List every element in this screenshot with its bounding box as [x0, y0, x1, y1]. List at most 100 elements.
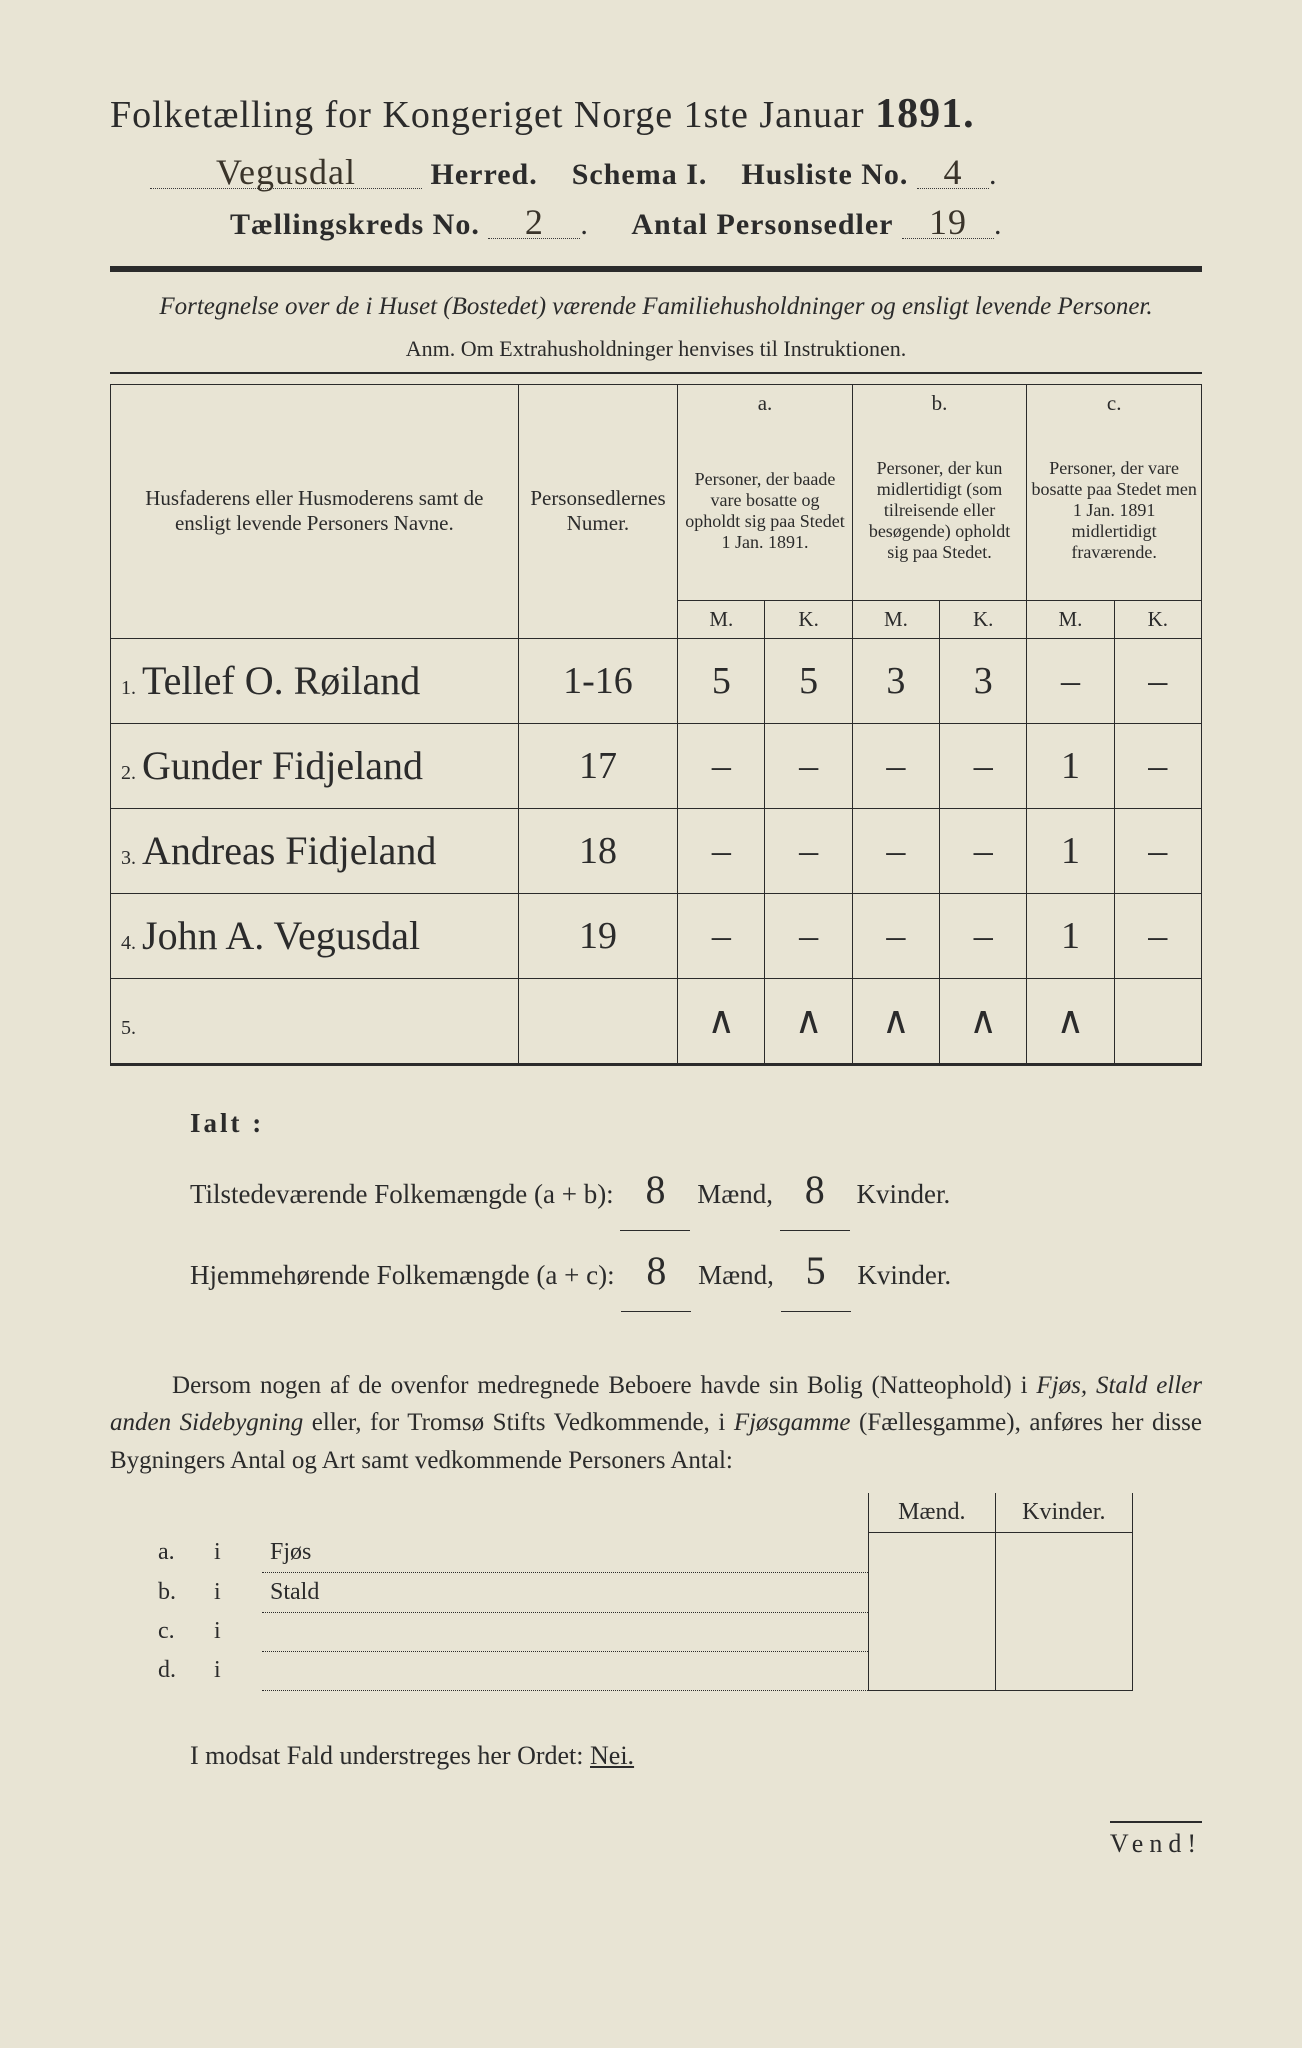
- buildings-table: Mænd. Kvinder. a. i Fjøs b. i Stald c. i…: [150, 1493, 1133, 1691]
- kreds-line: Tællingskreds No. 2. Antal Personsedler …: [230, 206, 1202, 242]
- cell-bm: 3: [852, 638, 939, 723]
- table-row: 5. ∧ ∧ ∧ ∧ ∧: [111, 978, 1202, 1064]
- cell-am: –: [678, 723, 765, 808]
- person-name: Gunder Fidjeland: [142, 743, 423, 788]
- nei-word: Nei.: [590, 1741, 634, 1770]
- cell-ak: –: [765, 893, 852, 978]
- bld-key: d.: [150, 1651, 206, 1690]
- bld-i: i: [206, 1572, 262, 1612]
- col-a-label: a.: [678, 384, 853, 422]
- bld-key: a.: [150, 1533, 206, 1573]
- col-c-text: Personer, der vare bosatte paa Stedet me…: [1027, 422, 1202, 601]
- cell-cm: 1: [1027, 808, 1114, 893]
- rule-thin-1: [110, 372, 1202, 374]
- cell-bk: –: [940, 808, 1027, 893]
- page-title: Folketælling for Kongeriget Norge 1ste J…: [110, 90, 1202, 138]
- cell-ck: –: [1114, 723, 1201, 808]
- bld-row: b. i Stald: [150, 1572, 1132, 1612]
- herred-value: Vegusdal: [150, 156, 422, 189]
- bld-i: i: [206, 1651, 262, 1690]
- herred-line: Vegusdal Herred. Schema I. Husliste No. …: [150, 156, 1202, 192]
- cell-bm: –: [852, 808, 939, 893]
- bld-maend: Mænd.: [868, 1493, 995, 1533]
- col-num-header: Personsedlernes Numer.: [518, 384, 677, 638]
- kreds-label: Tællingskreds No.: [230, 208, 480, 241]
- building-paragraph: Dersom nogen af de ovenfor medregnede Be…: [110, 1367, 1202, 1480]
- cell-am: ∧: [678, 978, 765, 1064]
- maend-label: Mænd,: [697, 1179, 773, 1209]
- anm-text: Anm. Om Extrahusholdninger henvises til …: [110, 336, 1202, 362]
- cell-ck: –: [1114, 808, 1201, 893]
- bld-label: Stald: [270, 1579, 319, 1605]
- maend-label: Mænd,: [698, 1260, 774, 1290]
- husliste-value: 4: [917, 156, 989, 189]
- seddel-num: 17: [518, 723, 677, 808]
- kreds-value: 2: [488, 206, 580, 239]
- row-num: 4.: [121, 932, 136, 954]
- col-names-header: Husfaderens eller Husmoderens samt de en…: [111, 384, 519, 638]
- cell-ak: –: [765, 808, 852, 893]
- tilstede-k: 8: [780, 1150, 850, 1231]
- cell-cm: –: [1027, 638, 1114, 723]
- rule-thick: [110, 266, 1202, 272]
- cell-am: –: [678, 893, 765, 978]
- vend-label: Vend!: [1110, 1821, 1202, 1859]
- seddel-num: 1-16: [518, 638, 677, 723]
- para-t1: Dersom nogen af de ovenfor medregnede Be…: [172, 1372, 1036, 1399]
- bld-header-row: Mænd. Kvinder.: [150, 1493, 1132, 1533]
- husliste-label: Husliste No.: [741, 158, 908, 191]
- col-a-text: Personer, der baade vare bosatte og opho…: [678, 422, 853, 601]
- cell-bk: 3: [940, 638, 1027, 723]
- ialt-label: Ialt :: [190, 1096, 1202, 1150]
- para-t2: eller, for Tromsø Stifts Vedkommende, i: [303, 1409, 734, 1436]
- cell-bm: –: [852, 893, 939, 978]
- antal-value: 19: [902, 206, 994, 239]
- cell-bm: –: [852, 723, 939, 808]
- census-form-page: Folketælling for Kongeriget Norge 1ste J…: [0, 0, 1302, 2048]
- col-c-k: K.: [1114, 600, 1201, 638]
- kvinder-label: Kvinder.: [857, 1260, 951, 1290]
- table-row: 2.Gunder Fidjeland 17 – – – – 1 –: [111, 723, 1202, 808]
- table-row: 3.Andreas Fidjeland 18 – – – – 1 –: [111, 808, 1202, 893]
- bld-row: d. i: [150, 1651, 1132, 1690]
- table-row: 4.John A. Vegusdal 19 – – – – 1 –: [111, 893, 1202, 978]
- totals-block: Ialt : Tilstedeværende Folkemængde (a + …: [190, 1096, 1202, 1312]
- col-a-m: M.: [678, 600, 765, 638]
- title-prefix: Folketælling for Kongeriget Norge 1ste J…: [110, 94, 865, 136]
- col-a-k: K.: [765, 600, 852, 638]
- nei-line: I modsat Fald understreges her Ordet: Ne…: [190, 1741, 1202, 1771]
- cell-ck: –: [1114, 893, 1201, 978]
- tilstede-label: Tilstedeværende Folkemængde (a + b):: [190, 1179, 614, 1209]
- cell-bk: –: [940, 723, 1027, 808]
- cell-ak: 5: [765, 638, 852, 723]
- bld-row: c. i: [150, 1612, 1132, 1651]
- nei-prefix: I modsat Fald understreges her Ordet:: [190, 1741, 590, 1770]
- person-name: Tellef O. Røiland: [142, 658, 420, 703]
- cell-cm: 1: [1027, 893, 1114, 978]
- row-num: 5.: [121, 1017, 136, 1039]
- cell-bk: –: [940, 893, 1027, 978]
- bld-i: i: [206, 1612, 262, 1651]
- cell-ck: –: [1114, 638, 1201, 723]
- col-b-k: K.: [940, 600, 1027, 638]
- bld-key: b.: [150, 1572, 206, 1612]
- bld-kvinder: Kvinder.: [995, 1493, 1132, 1533]
- herred-label: Herred.: [431, 158, 538, 191]
- cell-ak: ∧: [765, 978, 852, 1064]
- col-b-m: M.: [852, 600, 939, 638]
- hjemme-label: Hjemmehørende Folkemængde (a + c):: [190, 1260, 615, 1290]
- tilstede-line: Tilstedeværende Folkemængde (a + b): 8 M…: [190, 1150, 1202, 1231]
- col-c-m: M.: [1027, 600, 1114, 638]
- bld-key: c.: [150, 1612, 206, 1651]
- cell-cm: 1: [1027, 723, 1114, 808]
- kvinder-label: Kvinder.: [856, 1179, 950, 1209]
- schema-label: Schema I.: [572, 158, 708, 191]
- col-c-label: c.: [1027, 384, 1202, 422]
- row-num: 1.: [121, 677, 136, 699]
- household-table: Husfaderens eller Husmoderens samt de en…: [110, 384, 1202, 1066]
- hjemme-m: 8: [621, 1231, 691, 1312]
- row-num: 3.: [121, 847, 136, 869]
- title-year: 1891.: [875, 91, 975, 137]
- row-num: 2.: [121, 762, 136, 784]
- seddel-num: 18: [518, 808, 677, 893]
